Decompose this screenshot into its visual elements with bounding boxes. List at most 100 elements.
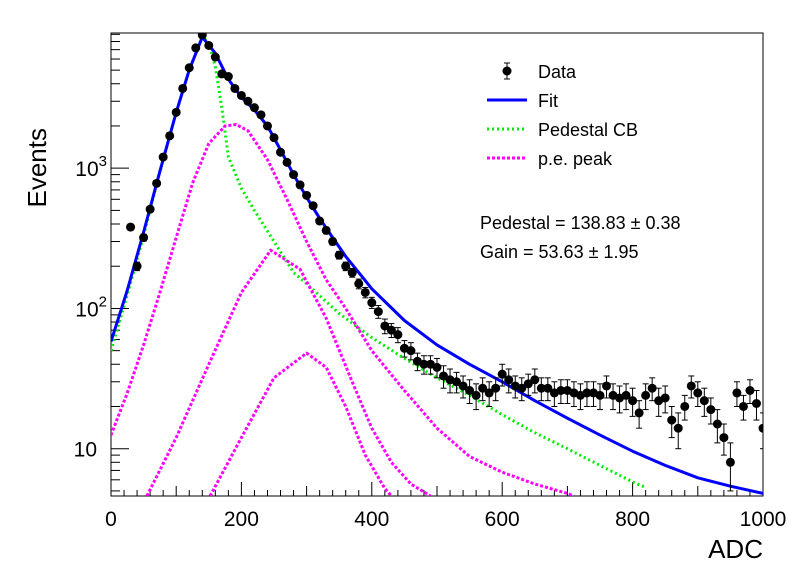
data-point	[276, 147, 286, 157]
data-point	[621, 390, 631, 400]
data-point	[223, 72, 233, 82]
x-tick-label: 400	[354, 508, 389, 531]
data-point	[673, 423, 683, 433]
data-point	[738, 401, 748, 411]
data-point	[432, 362, 442, 372]
data-point	[732, 388, 742, 398]
legend-symbol	[502, 62, 512, 80]
data-point	[230, 83, 240, 93]
data-point	[295, 180, 305, 190]
data-point	[328, 237, 338, 247]
data-point	[269, 133, 279, 143]
data-point	[706, 405, 716, 415]
data-point	[465, 385, 475, 395]
data-points	[126, 33, 763, 492]
plot-frame	[110, 32, 764, 497]
data-point	[491, 383, 501, 393]
data-point	[595, 390, 605, 400]
data-point	[184, 63, 194, 73]
data-point	[517, 383, 527, 393]
data-point	[308, 201, 318, 211]
data-point	[751, 399, 761, 409]
data-point	[686, 381, 696, 391]
data-point	[497, 369, 507, 379]
y-axis-label: Events	[22, 128, 52, 208]
data-point	[699, 396, 709, 406]
data-point	[406, 346, 416, 356]
y-tick-label: 102	[75, 293, 107, 321]
data-point	[315, 216, 325, 226]
curve-p-e-peak-1	[111, 123, 575, 496]
curves	[111, 35, 763, 496]
data-point	[386, 325, 396, 335]
data-point	[347, 268, 357, 278]
data-point	[582, 388, 592, 398]
legend-label: Data	[538, 62, 577, 82]
data-point	[373, 307, 383, 317]
data-point	[452, 377, 462, 387]
data-point	[210, 52, 220, 62]
data-point	[158, 152, 168, 162]
data-point	[478, 383, 488, 393]
data-point	[256, 110, 266, 120]
data-point	[530, 375, 540, 385]
data-point	[419, 359, 429, 369]
data-point	[354, 279, 364, 289]
x-tick-label: 1000	[740, 508, 787, 531]
data-point	[439, 371, 449, 381]
data-point	[360, 287, 370, 297]
data-point	[758, 423, 763, 433]
x-tick-label: 600	[485, 508, 520, 531]
legend-label: p.e. peak	[538, 149, 613, 169]
data-point	[680, 401, 690, 411]
data-point	[289, 170, 299, 180]
x-tick-label: 200	[224, 508, 259, 531]
axes: 0 200 400 600 800 1000 10 102 103	[74, 33, 787, 531]
data-point	[145, 204, 155, 214]
data-point	[504, 375, 514, 385]
data-point	[693, 388, 703, 398]
curve-p-e-peak-3	[208, 351, 393, 496]
data-point	[302, 190, 312, 200]
data-point	[556, 385, 566, 395]
fit-annotation: Pedestal = 138.83 ± 0.38	[480, 213, 681, 233]
data-point	[197, 33, 207, 40]
data-point	[719, 433, 729, 443]
legend-label: Pedestal CB	[538, 120, 638, 140]
data-point	[249, 103, 259, 113]
legend-label: Fit	[538, 91, 558, 111]
data-point	[132, 261, 142, 271]
fit-annotation: Gain = 53.63 ± 1.95	[480, 242, 639, 262]
data-point	[543, 383, 553, 393]
data-point	[745, 385, 755, 395]
data-point	[152, 178, 162, 188]
x-axis-label: ADC	[708, 534, 763, 564]
data-point	[243, 96, 253, 106]
data-point	[484, 388, 494, 398]
data-point	[602, 381, 612, 391]
fit-annotations: Pedestal = 138.83 ± 0.38 Gain = 53.63 ± 1…	[480, 213, 681, 262]
data-point	[236, 90, 246, 100]
curve-p-e-peak-2	[145, 248, 432, 496]
x-tick-label: 0	[105, 508, 117, 531]
data-point	[667, 415, 677, 425]
data-point	[660, 393, 670, 403]
data-point	[458, 381, 468, 391]
data-point	[725, 457, 735, 467]
data-point	[393, 330, 403, 340]
data-point	[471, 390, 481, 400]
curve-fit	[111, 35, 763, 495]
data-point	[712, 419, 722, 429]
data-point	[523, 379, 533, 389]
legend: Data Fit Pedestal CB p.e. peak	[487, 62, 638, 169]
data-point	[262, 121, 272, 131]
data-point	[641, 390, 651, 400]
data-point	[341, 261, 351, 271]
data-point	[171, 107, 181, 117]
data-point	[165, 131, 175, 141]
y-tick-label: 103	[75, 153, 107, 181]
data-point	[628, 396, 638, 406]
data-point	[178, 83, 188, 93]
data-point	[139, 233, 149, 243]
